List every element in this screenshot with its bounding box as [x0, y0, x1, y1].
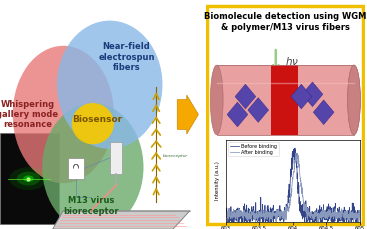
FancyBboxPatch shape — [207, 6, 363, 224]
Text: bioreceptor: bioreceptor — [163, 154, 188, 158]
Polygon shape — [17, 172, 40, 185]
After binding — [232, 215, 236, 218]
After binding — [339, 215, 344, 218]
Polygon shape — [291, 84, 312, 109]
After binding — [357, 216, 362, 218]
Ellipse shape — [348, 65, 360, 135]
Line: After binding: After binding — [226, 153, 360, 222]
Before binding — [226, 221, 230, 224]
Ellipse shape — [42, 103, 143, 229]
Polygon shape — [10, 167, 47, 190]
Polygon shape — [235, 84, 256, 109]
After binding — [224, 212, 228, 214]
Before binding — [302, 210, 306, 213]
Text: $h\nu$: $h\nu$ — [286, 55, 299, 67]
Polygon shape — [313, 100, 334, 125]
Text: Whispering
gallery mode
resonance: Whispering gallery mode resonance — [0, 100, 58, 129]
Text: Biomolecule detection using WGM
& polymer/M13 virus fibers: Biomolecule detection using WGM & polyme… — [204, 12, 367, 32]
Polygon shape — [53, 211, 190, 229]
Bar — [271, 65, 298, 135]
Ellipse shape — [57, 21, 163, 149]
Text: Near-field
electrospun
fibers: Near-field electrospun fibers — [98, 42, 155, 72]
After binding — [302, 202, 306, 205]
Before binding — [224, 212, 228, 214]
Polygon shape — [23, 175, 34, 182]
Before binding — [326, 221, 330, 224]
Text: Biosensor: Biosensor — [72, 114, 122, 124]
Ellipse shape — [72, 103, 114, 144]
Before binding — [339, 216, 344, 218]
Line: Before binding: Before binding — [226, 148, 360, 222]
Ellipse shape — [12, 46, 114, 183]
After binding — [326, 215, 330, 218]
After binding — [309, 212, 313, 215]
Before binding — [293, 147, 297, 149]
After binding — [294, 152, 298, 154]
Before binding — [309, 214, 313, 217]
Bar — [110, 142, 122, 174]
Polygon shape — [302, 82, 323, 107]
After binding — [267, 221, 272, 224]
Polygon shape — [227, 102, 248, 127]
After binding — [305, 211, 309, 214]
Bar — [0, 133, 59, 224]
Polygon shape — [248, 98, 269, 122]
Text: M13 virus
bioreceptor: M13 virus bioreceptor — [63, 196, 119, 216]
Before binding — [305, 219, 309, 222]
Y-axis label: Intensity (a.u.): Intensity (a.u.) — [215, 161, 220, 200]
Before binding — [357, 214, 362, 217]
Ellipse shape — [210, 65, 223, 135]
FancyArrow shape — [177, 95, 198, 134]
Bar — [68, 158, 84, 179]
Legend: Before binding, After binding: Before binding, After binding — [228, 142, 279, 156]
Before binding — [232, 213, 236, 215]
Bar — [217, 65, 354, 135]
